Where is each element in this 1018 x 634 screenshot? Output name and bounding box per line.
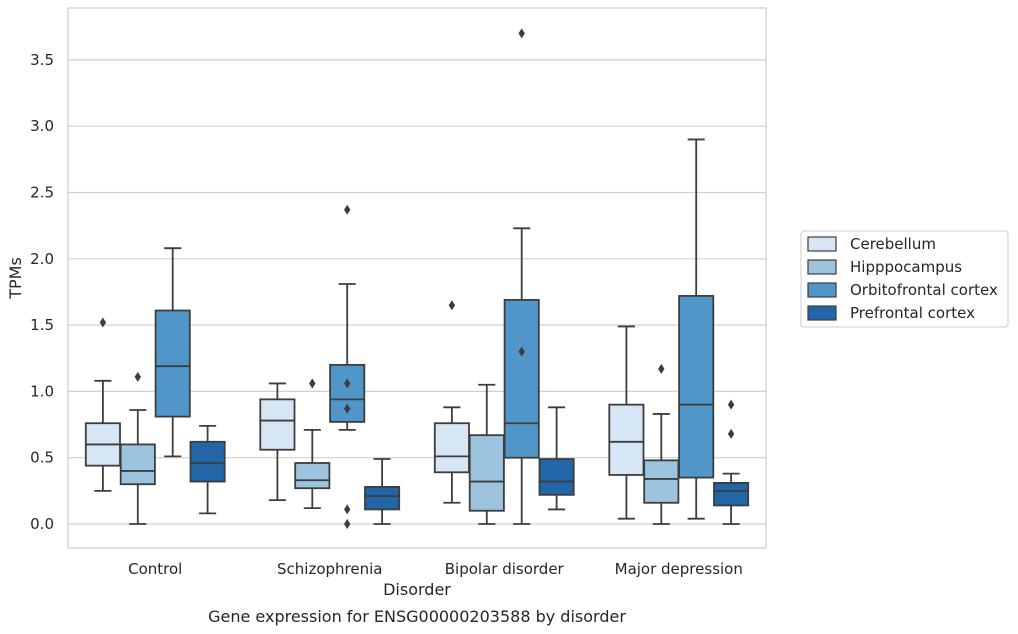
box xyxy=(608,403,645,476)
box xyxy=(678,295,715,479)
box xyxy=(294,462,331,490)
outlier-point xyxy=(134,371,141,382)
box xyxy=(503,299,540,459)
outlier-point xyxy=(99,317,107,328)
box xyxy=(154,309,191,418)
boxes-layer xyxy=(84,28,750,529)
outlier-point xyxy=(344,504,351,515)
x-tick-label: Schizophrenia xyxy=(277,560,382,578)
box xyxy=(119,443,156,486)
box xyxy=(538,458,575,496)
box xyxy=(259,398,296,451)
outlier-point xyxy=(727,399,735,410)
x-tick-labels: Control Schizophrenia Bipolar disorder Majo… xyxy=(128,560,743,578)
y-tick-labels: 0.0 0.5 1.0 1.5 2.0 2.5 3.0 3.5 xyxy=(30,51,54,533)
y-axis-title: TPMs xyxy=(6,257,25,300)
legend-label: Hipppocampus xyxy=(850,258,962,276)
y-tick-label: 1.5 xyxy=(30,316,54,334)
box xyxy=(643,459,680,504)
outlier-point xyxy=(518,28,525,39)
box xyxy=(468,434,505,512)
box xyxy=(713,481,750,507)
legend-label: Orbitofrontal cortex xyxy=(850,281,998,299)
legend-label: Cerebellum xyxy=(850,235,936,253)
outlier-point xyxy=(344,403,351,414)
outlier-point xyxy=(727,428,735,439)
y-tick-label: 1.0 xyxy=(30,382,54,400)
legend-swatch xyxy=(807,236,837,252)
outlier-point xyxy=(344,519,351,529)
legend-swatch xyxy=(807,282,837,298)
x-tick-label: Control xyxy=(128,560,182,578)
y-tick-label: 0.5 xyxy=(30,449,54,467)
box xyxy=(364,485,401,511)
legend-swatch xyxy=(807,305,837,321)
y-tick-label: 3.0 xyxy=(30,117,54,135)
x-axis-title: Disorder xyxy=(383,580,451,599)
chart-caption: Gene expression for ENSG00000203588 by d… xyxy=(208,607,626,626)
y-tick-label: 0.0 xyxy=(30,515,54,533)
x-tick-label: Bipolar disorder xyxy=(445,560,565,578)
box xyxy=(433,422,470,474)
outlier-point xyxy=(309,378,316,389)
y-tick-label: 3.5 xyxy=(30,51,54,69)
legend-frame xyxy=(800,230,1009,328)
outlier-point xyxy=(344,378,351,389)
box xyxy=(189,440,226,483)
outlier-point xyxy=(448,300,456,311)
outlier-point xyxy=(344,204,351,215)
y-tick-label: 2.5 xyxy=(30,184,54,202)
y-tick-label: 2.0 xyxy=(30,250,54,268)
outlier-point xyxy=(658,363,665,374)
plot-frame xyxy=(67,7,767,549)
legend-swatch xyxy=(807,259,837,275)
x-tick-label: Major depression xyxy=(615,560,743,578)
legend: Cerebellum Hipppocampus Orbitofrontal cort… xyxy=(800,230,1009,328)
outlier-point xyxy=(518,346,525,357)
legend-label: Prefrontal cortex xyxy=(850,304,975,322)
